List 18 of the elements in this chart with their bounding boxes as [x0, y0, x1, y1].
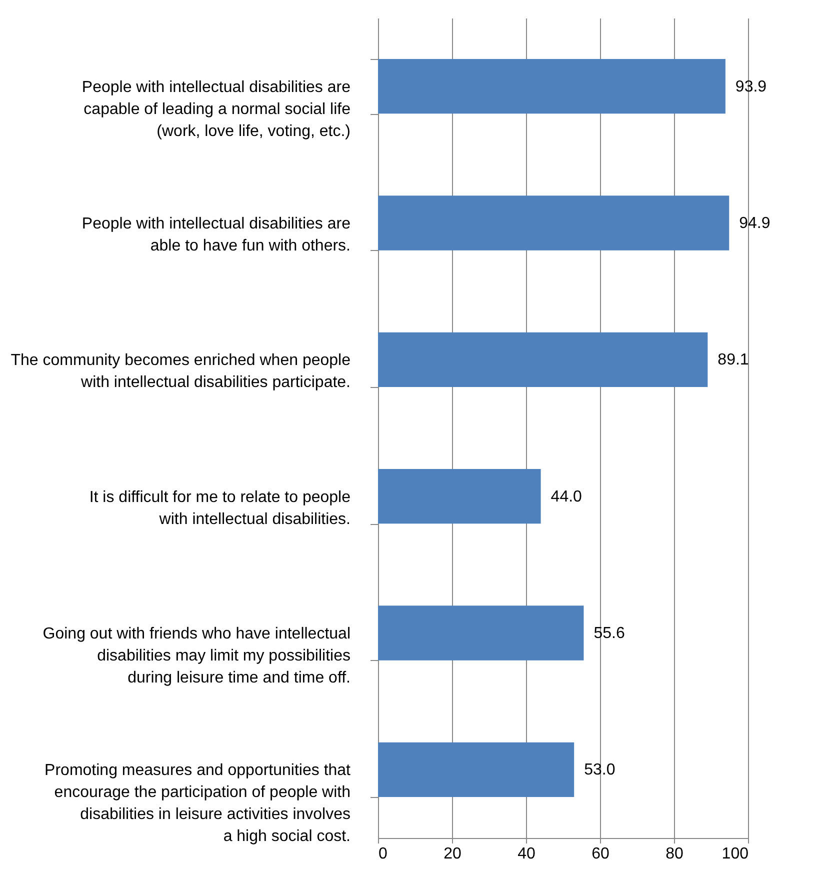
x-tick-label: 80: [666, 846, 684, 862]
y-tick-label: People with intellectual disabilities are capable of leading a normal social life (work, love life, voting, etc.): [82, 78, 351, 140]
y-tick-label: Promoting measures and opportunities that encourage the participation of people with disabilities in leisure activities involves a high social cost.: [44, 762, 352, 846]
data-label: 93.9: [735, 78, 767, 96]
data-label: 55.6: [594, 625, 625, 642]
y-tick-label: Going out with friends who have intellectual disabilities may limit my possibilities during leisure time and time off.: [42, 626, 350, 686]
data-label: 94.9: [739, 215, 770, 232]
x-tick-label: 60: [592, 846, 610, 862]
y-tick-label: It is difficult for me to relate to people with intellectual disabilities.: [89, 488, 351, 528]
data-label: 89.1: [718, 352, 749, 369]
x-tick-label: 100: [722, 846, 749, 862]
x-tick-label: 0: [378, 846, 388, 862]
data-label: 53.0: [584, 762, 616, 779]
data-label: 44.0: [550, 488, 582, 506]
x-tick-label: 20: [444, 846, 462, 862]
y-tick-label: The community becomes enriched when people with intellectual disabilities participate.: [10, 352, 351, 392]
x-tick-label: 40: [518, 846, 536, 862]
y-tick-label: People with intellectual disabilities are able to have fun with others.: [82, 216, 351, 254]
